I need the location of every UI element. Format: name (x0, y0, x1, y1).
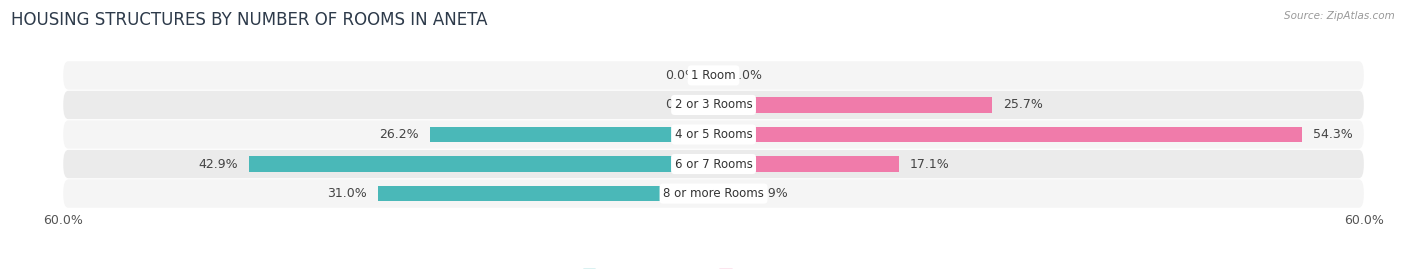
Bar (700, 68, 713, 83)
Text: 25.7%: 25.7% (1002, 98, 1043, 111)
Text: 4 or 5 Rooms: 4 or 5 Rooms (675, 128, 752, 141)
FancyBboxPatch shape (63, 179, 1364, 208)
Text: 0.0%: 0.0% (665, 98, 697, 111)
Bar (700, 97, 713, 113)
Text: HOUSING STRUCTURES BY NUMBER OF ROOMS IN ANETA: HOUSING STRUCTURES BY NUMBER OF ROOMS IN… (11, 11, 488, 29)
Text: Source: ZipAtlas.com: Source: ZipAtlas.com (1284, 11, 1395, 21)
FancyBboxPatch shape (63, 61, 1364, 90)
Text: 2 or 3 Rooms: 2 or 3 Rooms (675, 98, 752, 111)
Bar (378, 186, 713, 201)
FancyBboxPatch shape (63, 120, 1364, 149)
Text: 2.9%: 2.9% (756, 187, 787, 200)
Bar (713, 156, 898, 172)
Bar (430, 127, 713, 142)
Bar (249, 156, 713, 172)
Text: 26.2%: 26.2% (380, 128, 419, 141)
Text: 31.0%: 31.0% (328, 187, 367, 200)
Text: 8 or more Rooms: 8 or more Rooms (664, 187, 763, 200)
Bar (713, 127, 1302, 142)
Text: 1 Room: 1 Room (692, 69, 735, 82)
Text: 17.1%: 17.1% (910, 158, 949, 171)
Text: 0.0%: 0.0% (665, 69, 697, 82)
FancyBboxPatch shape (63, 150, 1364, 178)
Bar (713, 186, 745, 201)
Text: 54.3%: 54.3% (1313, 128, 1353, 141)
Text: 42.9%: 42.9% (198, 158, 238, 171)
Bar (713, 68, 727, 83)
Text: 0.0%: 0.0% (730, 69, 762, 82)
FancyBboxPatch shape (63, 91, 1364, 119)
Text: 6 or 7 Rooms: 6 or 7 Rooms (675, 158, 752, 171)
Bar (713, 97, 993, 113)
